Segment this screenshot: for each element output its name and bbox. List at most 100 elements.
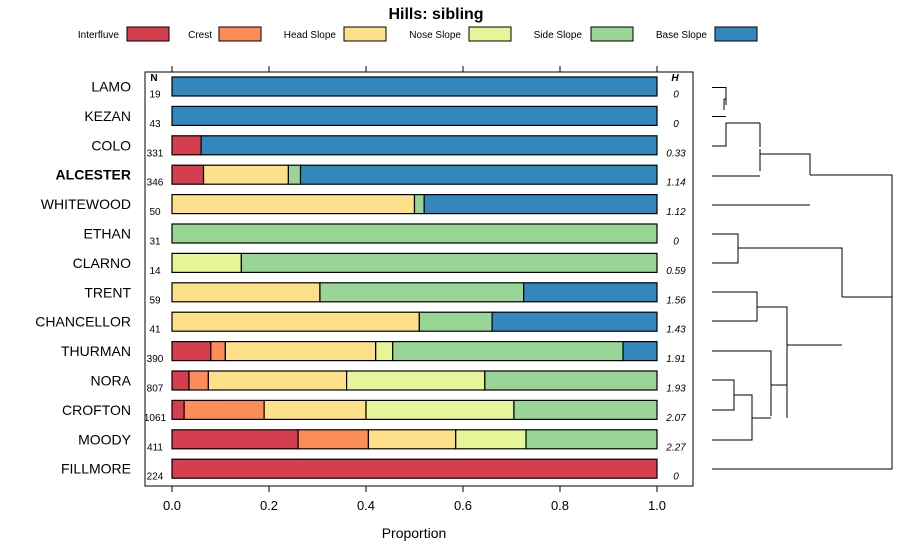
row-h-value: 0 [673, 90, 679, 101]
legend-swatch [714, 26, 758, 42]
bar-segment [240, 252, 658, 273]
x-tick-label: 0.2 [260, 498, 278, 513]
bar-segment [523, 282, 658, 303]
legend-label: Interfluve [78, 30, 120, 41]
legend-label: Nose Slope [409, 30, 461, 41]
row-n-value: 31 [149, 237, 161, 248]
row-h-value: 1.12 [666, 207, 686, 218]
bar-segment [200, 135, 658, 156]
row-h-value: 0 [673, 237, 679, 248]
row-label: MOODY [78, 431, 132, 447]
legend-swatch [126, 26, 170, 42]
bar-segment [171, 282, 321, 303]
row-n-value: 50 [149, 207, 161, 218]
row-n-value: 390 [147, 354, 164, 365]
bar-segment [392, 341, 624, 362]
plot-frame [144, 71, 694, 487]
n-column-header: N [150, 73, 157, 84]
x-tick-label: 0.8 [551, 498, 569, 513]
legend-swatch [218, 26, 262, 42]
row-h-value: 0 [673, 119, 679, 130]
bar-segment [207, 370, 348, 391]
row-n-value: 224 [147, 472, 164, 483]
dendrogram [712, 87, 893, 470]
bar-segment [423, 194, 658, 215]
x-tick-label: 0.4 [357, 498, 375, 513]
bar-segment [171, 135, 202, 156]
legend-label: Crest [188, 30, 212, 41]
row-n-value: 346 [147, 178, 164, 189]
dendrogram-branch [810, 174, 893, 296]
bar-segment [365, 399, 515, 420]
row-h-value: 0.59 [666, 266, 686, 277]
x-tick-label: 0.0 [163, 498, 181, 513]
bar-segment [525, 429, 658, 450]
row-label: ETHAN [84, 226, 131, 242]
row-label: THURMAN [61, 343, 131, 359]
chart-title: Hills: sibling [388, 6, 483, 23]
row-label: CROFTON [62, 402, 131, 418]
bar-segment [375, 341, 394, 362]
dendrogram-branch [760, 153, 811, 175]
bar-segment [171, 311, 420, 332]
row-h-value: 0 [673, 472, 679, 483]
row-n-value: 59 [149, 295, 161, 306]
row-h-value: 2.07 [665, 413, 686, 424]
row-label: LAMO [91, 79, 131, 95]
dendrogram-branch [723, 98, 726, 110]
legend: Interfluve Crest Head Slope Nose Slope Side … [78, 26, 758, 42]
bar-segment [319, 282, 525, 303]
row-n-value: 807 [147, 384, 164, 395]
bar-segment [297, 429, 370, 450]
legend-swatch [343, 26, 387, 42]
bar-segment [171, 341, 212, 362]
x-tick-label: 1.0 [648, 498, 666, 513]
legend-label: Base Slope [656, 30, 708, 41]
bar-segment [413, 194, 425, 215]
bar-segment [299, 164, 658, 185]
bar-segment [622, 341, 658, 362]
row-label: COLO [91, 137, 131, 153]
dendrogram-branch [712, 291, 758, 322]
row-n-value: 411 [147, 442, 163, 453]
row-h-value: 1.93 [666, 384, 686, 395]
row-n-value: 41 [149, 325, 161, 336]
bar-segment [484, 370, 658, 391]
dendrogram-branch [712, 394, 753, 441]
bar-segment [418, 311, 493, 332]
row-h-value: 1.91 [666, 354, 685, 365]
dendrogram-branch [738, 247, 843, 297]
row-label: WHITEWOOD [41, 196, 131, 212]
bar-segment [263, 399, 367, 420]
legend-label: Side Slope [534, 30, 583, 41]
row-label: FILLMORE [61, 461, 131, 477]
bar-segment [171, 429, 299, 450]
x-axis-label: Proportion [382, 525, 447, 541]
dendrogram-branch [712, 350, 772, 416]
bar-segment [287, 164, 302, 185]
bar-segment [171, 252, 242, 273]
x-tick-label: 0.6 [454, 498, 472, 513]
legend-swatch [590, 26, 634, 42]
row-h-value: 2.27 [665, 442, 686, 453]
bar-segment [171, 458, 658, 479]
row-label: ALCESTER [56, 167, 131, 183]
row-h-value: 1.56 [666, 295, 686, 306]
dendrogram-branch [757, 306, 788, 418]
bar-segment [171, 76, 658, 97]
row-h-value: 0.33 [666, 148, 686, 159]
dendrogram-branch [712, 379, 735, 411]
bar-segment [210, 341, 226, 362]
bar-segment [346, 370, 486, 391]
row-label: CLARNO [73, 255, 131, 271]
bar-segment [171, 194, 416, 215]
legend-label: Head Slope [284, 30, 337, 41]
bar-segment [183, 399, 265, 420]
row-label: CHANCELLOR [35, 314, 131, 330]
bar-segment [202, 164, 289, 185]
row-n-value: 43 [149, 119, 161, 130]
row-h-value: 1.43 [666, 325, 686, 336]
row-label: KEZAN [84, 108, 131, 124]
row-n-value: 14 [149, 266, 161, 277]
